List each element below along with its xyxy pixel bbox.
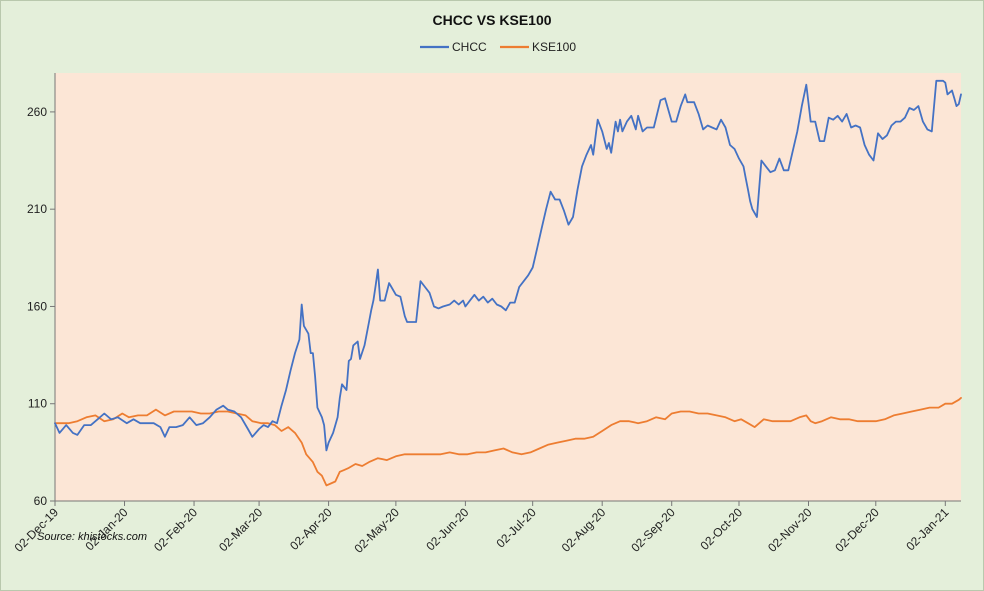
x-tick-label: 02-Aug-20 xyxy=(559,505,609,555)
x-tick-label: 02-Jan-21 xyxy=(903,505,951,553)
legend-label-kse100: KSE100 xyxy=(532,40,576,54)
x-tick-label: 02-Dec-19 xyxy=(12,505,62,555)
x-tick-label: 02-Jun-20 xyxy=(423,505,471,553)
x-tick-label: 02-Feb-20 xyxy=(151,505,200,554)
series-line-chcc xyxy=(54,79,962,452)
x-tick-label: 02-Dec-20 xyxy=(832,505,882,555)
y-axis: 60 110 160 210 260 xyxy=(27,73,56,508)
x-tick-label: 02-Nov-20 xyxy=(765,505,815,555)
plot-area xyxy=(55,73,961,501)
chart-title: CHCC VS KSE100 xyxy=(432,12,551,28)
series-line-kse100 xyxy=(54,396,962,487)
x-tick-label: 02-Sep-20 xyxy=(628,505,678,555)
legend-label-chcc: CHCC xyxy=(452,40,487,54)
y-tick-label: 60 xyxy=(34,494,48,508)
y-tick-label: 110 xyxy=(28,397,47,411)
x-tick-label: 02-Jan-20 xyxy=(83,505,131,553)
x-tick-label: 02-May-20 xyxy=(352,505,403,556)
y-tick-label: 210 xyxy=(27,202,47,216)
series-layer xyxy=(54,79,962,487)
x-axis: 02-Dec-19 02-Jan-20 02-Feb-20 02-Mar-20 02-A… xyxy=(12,500,961,556)
x-tick-label: 02-Jul-20 xyxy=(494,505,540,551)
source-note: Source: khistocks.com xyxy=(37,531,147,543)
x-tick-label: 02-Oct-20 xyxy=(697,505,745,553)
y-tick-label: 160 xyxy=(27,299,47,313)
x-tick-label: 02-Apr-20 xyxy=(287,505,335,553)
x-tick-label: 02-Mar-20 xyxy=(216,505,265,554)
legend: CHCC KSE100 xyxy=(420,40,576,54)
y-tick-label: 260 xyxy=(27,105,47,119)
